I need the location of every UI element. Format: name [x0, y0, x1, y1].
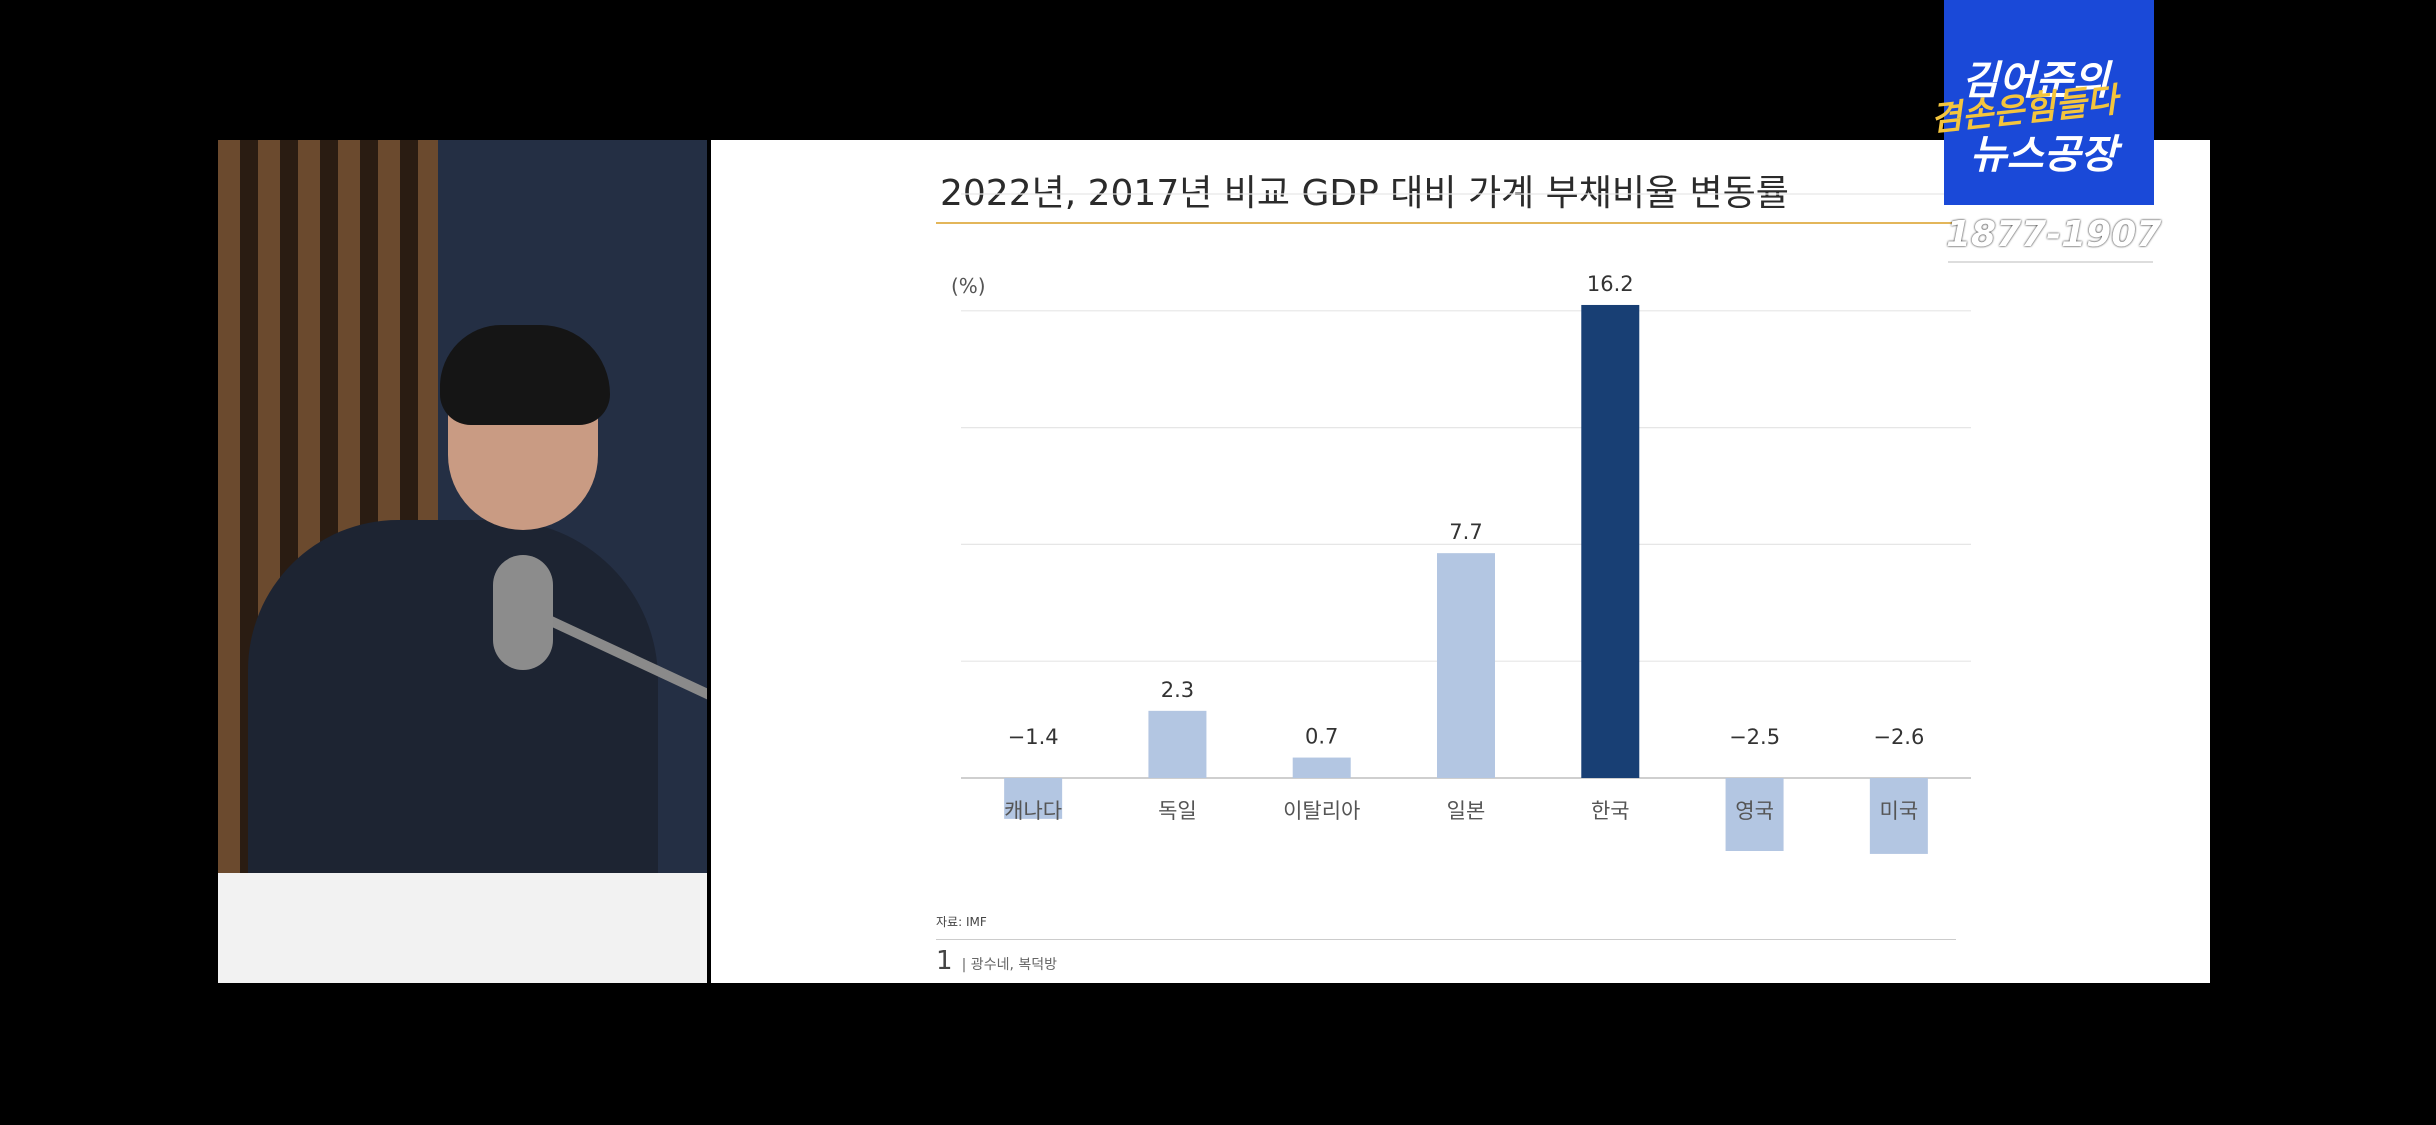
- slide-footer: 1 | 광수네, 복덕방: [936, 946, 1057, 976]
- footer-divider: [936, 939, 1956, 940]
- bar-2: [1293, 758, 1351, 778]
- ars-membership: ARS 멤버십: [1985, 270, 2103, 302]
- host-body: [248, 520, 658, 910]
- bar-4: [1581, 305, 1639, 778]
- category-label: 이탈리아: [1283, 799, 1360, 823]
- value-label: −2.5: [1729, 725, 1780, 749]
- category-label: 독일: [1158, 799, 1197, 823]
- category-label: 일본: [1447, 799, 1486, 823]
- page-number: 1: [936, 946, 953, 976]
- phone-divider: [1948, 261, 2153, 263]
- chart-slide: 2022년, 2017년 비교 GDP 대비 가계 부채비율 변동률 (%) −…: [711, 140, 2210, 983]
- category-label: 캐나다: [1004, 799, 1062, 823]
- source-note: 자료: IMF: [936, 913, 987, 930]
- bar-3: [1437, 553, 1495, 778]
- value-label: 2.3: [1161, 678, 1194, 702]
- value-label: 16.2: [1587, 272, 1634, 296]
- value-label: 7.7: [1449, 520, 1482, 544]
- show-logo-line3: 뉴스공장: [1970, 122, 2117, 180]
- category-label: 한국: [1591, 799, 1630, 823]
- bar-chart: −1.4 캐나다 2.3 독일 0.7 이탈리아 7.7 일본 16.2 한국 −2.5 영국 −2.6…: [711, 140, 2210, 983]
- value-label: −2.6: [1873, 725, 1924, 749]
- value-label: −1.4: [1008, 725, 1059, 749]
- footer-text: | 광수네, 복덕방: [962, 957, 1057, 973]
- video-feed: [218, 140, 707, 983]
- host-hair: [440, 325, 610, 425]
- studio-desk: [218, 873, 707, 983]
- bar-1: [1148, 711, 1206, 778]
- value-label: 0.7: [1305, 725, 1338, 749]
- microphone: [493, 555, 553, 670]
- category-label: 영국: [1735, 799, 1774, 823]
- category-label: 미국: [1880, 799, 1919, 823]
- phone-number: 1877-1907: [1946, 214, 2161, 255]
